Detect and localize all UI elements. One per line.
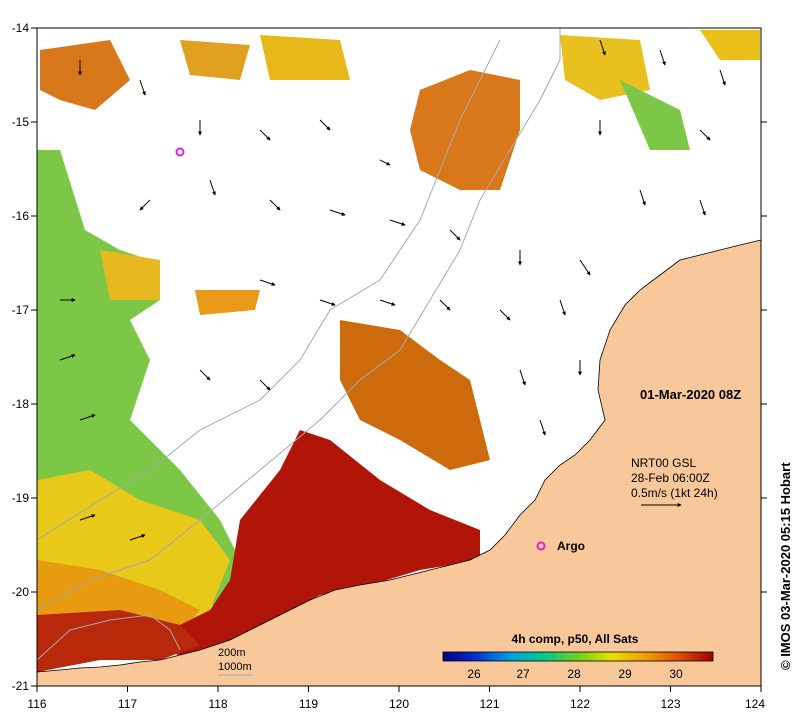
depth-200m-label: 200m: [218, 647, 246, 659]
date-label: 01-Mar-2020 08Z: [640, 387, 741, 402]
x-tick-label: 122: [570, 697, 590, 711]
sst-patch-central-n: [410, 70, 520, 190]
argo-marker-2: [536, 541, 546, 551]
colorbar-title: 4h comp, p50, All Sats: [512, 632, 639, 646]
y-tick-label: -16: [12, 209, 30, 223]
sst-patch-mid2: [100, 250, 160, 300]
argo-marker-1: [175, 147, 185, 157]
y-tick-label: -17: [12, 303, 30, 317]
axis-ticks: [31, 27, 767, 692]
argo-label: Argo: [557, 539, 585, 553]
contour-1000m: [36, 28, 561, 611]
sst-patch-hot-west: [37, 610, 200, 672]
sst-patch-central: [340, 320, 490, 470]
x-tick-label: 118: [208, 697, 227, 711]
x-tick-label: 116: [27, 697, 46, 711]
x-tick-label: 117: [118, 697, 137, 711]
argo-floats: Argo: [175, 147, 585, 553]
sst-patch-n1: [180, 40, 250, 80]
depth-legend: 200m 1000m: [218, 647, 252, 676]
x-tick-label: 119: [299, 697, 318, 711]
sst-patch-ne2: [700, 30, 760, 60]
y-tick-label: -15: [12, 115, 30, 129]
colorbar-tick: 26: [467, 667, 481, 681]
colorbar-gradient: [442, 651, 714, 662]
colorbar-tick: 29: [618, 667, 632, 681]
depth-1000m-label: 1000m: [218, 661, 252, 673]
y-tick-label: -14: [12, 21, 30, 35]
bathymetry-contours: [36, 28, 561, 661]
y-tick-label: -18: [12, 397, 30, 411]
sst-patch-hot: [150, 430, 480, 655]
y-tick-label: -20: [12, 585, 30, 599]
x-tick-label: 120: [389, 697, 409, 711]
sst-patch-mid: [195, 290, 260, 315]
sst-patch-ne-green: [620, 80, 690, 150]
colorbar-tick: 30: [669, 667, 683, 681]
current-scale: 0.5m/s (1kt 24h): [631, 486, 718, 500]
x-axis-labels: 116 117 118 119 120 121 122 123 124: [27, 697, 765, 711]
y-tick-label: -21: [12, 679, 30, 693]
x-tick-label: 121: [479, 697, 499, 711]
sst-patch-n2: [260, 35, 350, 80]
credit-text: © IMOS 03-Mar-2020 05:15 Hobart: [778, 462, 793, 670]
colorbar: 4h comp, p50, All Sats 26 27 28 29 30: [442, 632, 714, 681]
y-axis-labels: -14 -15 -16 -17 -18 -19 -20 -21: [12, 21, 30, 693]
y-tick-label: -19: [12, 491, 30, 505]
current-vectors: [59, 39, 726, 541]
sst-patch-nw: [40, 40, 130, 110]
x-tick-label: 123: [660, 697, 680, 711]
land: [36, 239, 762, 687]
contour-200m: [36, 39, 501, 541]
current-source: NRT00 GSL: [631, 456, 696, 470]
colorbar-tick: 27: [516, 667, 530, 681]
current-info: NRT00 GSL 28-Feb 06:00Z 0.5m/s (1kt 24h): [631, 456, 718, 507]
colorbar-tick: 28: [567, 667, 581, 681]
current-time: 28-Feb 06:00Z: [631, 471, 710, 485]
x-tick-label: 124: [745, 697, 765, 711]
contour-shelf: [36, 614, 181, 661]
